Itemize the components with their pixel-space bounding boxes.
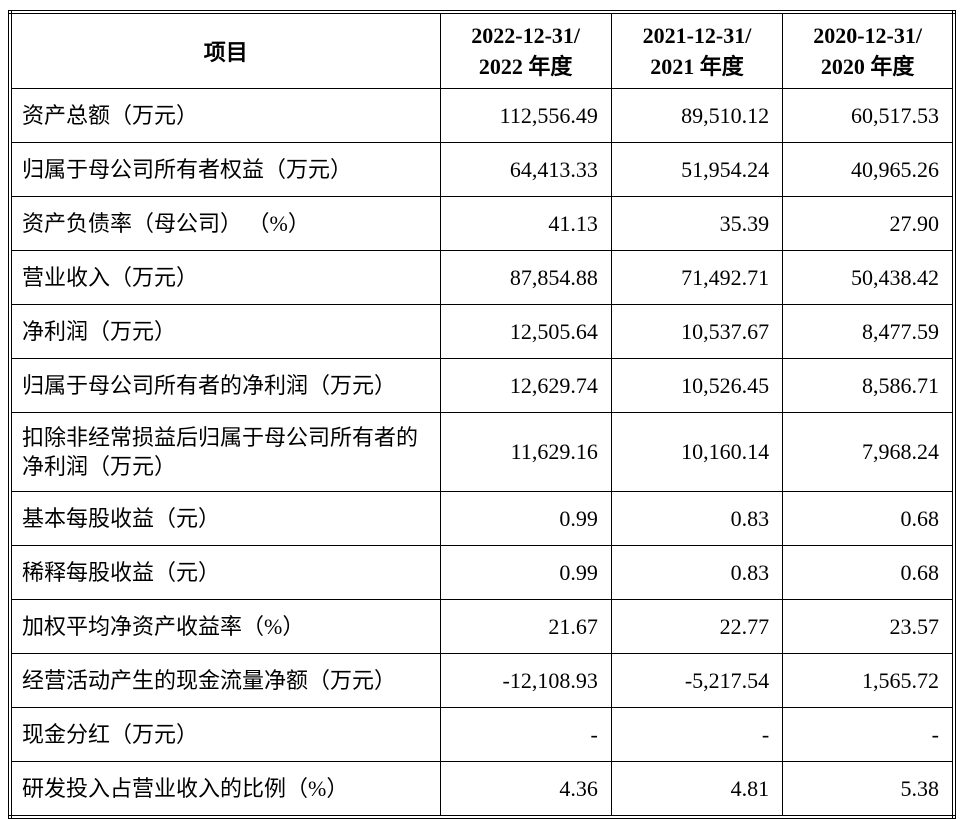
cell-value-2022: 11,629.16 bbox=[439, 412, 612, 492]
row-label: 归属于母公司所有者权益（万元） bbox=[9, 142, 441, 197]
table-row: 净利润（万元） 12,505.64 10,537.67 8,477.59 bbox=[9, 304, 955, 359]
table-row: 加权平均净资产收益率（%） 21.67 22.77 23.57 bbox=[9, 599, 955, 654]
table-row: 扣除非经常损益后归属于母公司所有者的净利润（万元） 11,629.16 10,1… bbox=[9, 412, 955, 492]
cell-value-2020: 23.57 bbox=[782, 599, 955, 654]
cell-value-2020: 0.68 bbox=[782, 545, 955, 600]
cell-value-2020: 8,477.59 bbox=[782, 304, 955, 359]
cell-value-2020: 40,965.26 bbox=[782, 142, 955, 197]
cell-value-2020: 5.38 bbox=[782, 761, 955, 818]
period-year-2022: 2022 年度 bbox=[478, 54, 573, 79]
cell-value-2020: 8,586.71 bbox=[782, 358, 955, 413]
row-label: 现金分红（万元） bbox=[9, 707, 441, 762]
cell-value-2022: 12,629.74 bbox=[439, 358, 612, 413]
cell-value-2021: - bbox=[610, 707, 784, 762]
cell-value-2021: 35.39 bbox=[610, 196, 784, 251]
column-header-item: 项目 bbox=[9, 11, 441, 89]
cell-value-2021: 0.83 bbox=[610, 491, 784, 546]
cell-value-2020: 1,565.72 bbox=[782, 653, 955, 708]
financial-summary-table: 项目 2022-12-31/ 2022 年度 2021-12-31/ 2021 … bbox=[8, 10, 956, 819]
row-label: 资产负债率（母公司） （%） bbox=[9, 196, 441, 251]
period-date-2020: 2020-12-31/ bbox=[813, 23, 922, 48]
cell-value-2021: 22.77 bbox=[610, 599, 784, 654]
cell-value-2020: 0.68 bbox=[782, 491, 955, 546]
cell-value-2021: 51,954.24 bbox=[610, 142, 784, 197]
cell-value-2020: - bbox=[782, 707, 955, 762]
row-label: 净利润（万元） bbox=[9, 304, 441, 359]
row-label: 营业收入（万元） bbox=[9, 250, 441, 305]
cell-value-2022: - bbox=[439, 707, 612, 762]
row-label: 经营活动产生的现金流量净额（万元） bbox=[9, 653, 441, 708]
cell-value-2022: 12,505.64 bbox=[439, 304, 612, 359]
cell-value-2020: 50,438.42 bbox=[782, 250, 955, 305]
cell-value-2021: 10,526.45 bbox=[610, 358, 784, 413]
table-row: 研发投入占营业收入的比例（%） 4.36 4.81 5.38 bbox=[9, 761, 955, 818]
column-header-period-2022: 2022-12-31/ 2022 年度 bbox=[439, 11, 612, 89]
table-row: 归属于母公司所有者的净利润（万元） 12,629.74 10,526.45 8,… bbox=[9, 358, 955, 413]
cell-value-2020: 7,968.24 bbox=[782, 412, 955, 492]
cell-value-2020: 27.90 bbox=[782, 196, 955, 251]
cell-value-2021: 10,160.14 bbox=[610, 412, 784, 492]
row-label: 研发投入占营业收入的比例（%） bbox=[9, 761, 441, 818]
cell-value-2022: 0.99 bbox=[439, 491, 612, 546]
cell-value-2022: 0.99 bbox=[439, 545, 612, 600]
period-year-2021: 2021 年度 bbox=[650, 54, 744, 79]
table-row: 经营活动产生的现金流量净额（万元） -12,108.93 -5,217.54 1… bbox=[9, 653, 955, 708]
period-date-2021: 2021-12-31/ bbox=[642, 23, 752, 48]
period-date-2022: 2022-12-31/ bbox=[471, 23, 581, 48]
row-label: 资产总额（万元） bbox=[9, 88, 441, 143]
row-label: 扣除非经常损益后归属于母公司所有者的净利润（万元） bbox=[9, 412, 441, 492]
row-label: 加权平均净资产收益率（%） bbox=[9, 599, 441, 654]
cell-value-2022: 87,854.88 bbox=[439, 250, 612, 305]
cell-value-2022: -12,108.93 bbox=[439, 653, 612, 708]
table-body: 资产总额（万元） 112,556.49 89,510.12 60,517.53 … bbox=[9, 88, 955, 818]
cell-value-2021: 89,510.12 bbox=[610, 88, 784, 143]
table-row: 资产负债率（母公司） （%） 41.13 35.39 27.90 bbox=[9, 196, 955, 251]
period-year-2020: 2020 年度 bbox=[820, 54, 915, 79]
cell-value-2022: 41.13 bbox=[439, 196, 612, 251]
cell-value-2022: 64,413.33 bbox=[439, 142, 612, 197]
cell-value-2021: 4.81 bbox=[610, 761, 784, 818]
cell-value-2021: 10,537.67 bbox=[610, 304, 784, 359]
cell-value-2021: -5,217.54 bbox=[610, 653, 784, 708]
table-header-row: 项目 2022-12-31/ 2022 年度 2021-12-31/ 2021 … bbox=[9, 11, 955, 89]
cell-value-2022: 4.36 bbox=[439, 761, 612, 818]
cell-value-2022: 112,556.49 bbox=[439, 88, 612, 143]
table-row: 归属于母公司所有者权益（万元） 64,413.33 51,954.24 40,9… bbox=[9, 142, 955, 197]
cell-value-2020: 60,517.53 bbox=[782, 88, 955, 143]
table-row: 营业收入（万元） 87,854.88 71,492.71 50,438.42 bbox=[9, 250, 955, 305]
table-row: 稀释每股收益（元） 0.99 0.83 0.68 bbox=[9, 545, 955, 600]
row-label: 归属于母公司所有者的净利润（万元） bbox=[9, 358, 441, 413]
row-label: 稀释每股收益（元） bbox=[9, 545, 441, 600]
column-header-period-2020: 2020-12-31/ 2020 年度 bbox=[782, 11, 955, 89]
table-row: 资产总额（万元） 112,556.49 89,510.12 60,517.53 bbox=[9, 88, 955, 143]
financial-table: 项目 2022-12-31/ 2022 年度 2021-12-31/ 2021 … bbox=[8, 10, 956, 819]
cell-value-2021: 0.83 bbox=[610, 545, 784, 600]
cell-value-2022: 21.67 bbox=[439, 599, 612, 654]
table-row: 现金分红（万元） - - - bbox=[9, 707, 955, 762]
column-header-period-2021: 2021-12-31/ 2021 年度 bbox=[610, 11, 784, 89]
table-row: 基本每股收益（元） 0.99 0.83 0.68 bbox=[9, 491, 955, 546]
row-label: 基本每股收益（元） bbox=[9, 491, 441, 546]
cell-value-2021: 71,492.71 bbox=[610, 250, 784, 305]
